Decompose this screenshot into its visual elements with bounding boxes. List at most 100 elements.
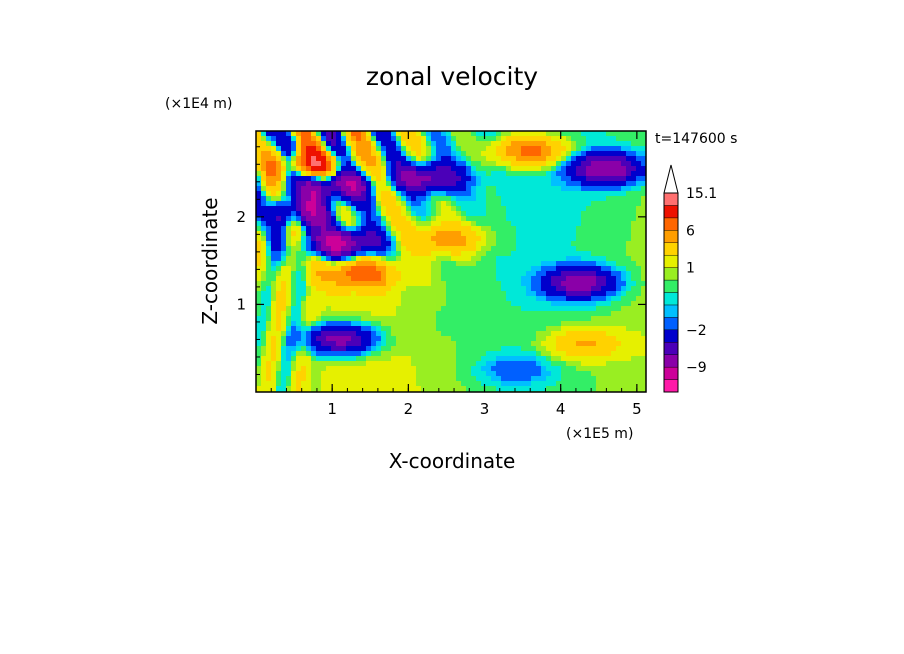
heatmap-cell [501, 306, 507, 312]
heatmap-cell [546, 256, 552, 262]
heatmap-cell [451, 306, 457, 312]
heatmap-cell [526, 331, 532, 337]
heatmap-cell [356, 136, 362, 142]
heatmap-cell [366, 191, 372, 197]
heatmap-cell [276, 236, 282, 242]
heatmap-cell [601, 241, 607, 247]
heatmap-cell [441, 196, 447, 202]
heatmap-cell [601, 281, 607, 287]
heatmap-cell [471, 291, 477, 297]
heatmap-cell [311, 186, 317, 192]
heatmap-cell [616, 231, 622, 237]
heatmap-cell [546, 161, 552, 167]
heatmap-cell [476, 171, 482, 177]
heatmap-cell [426, 176, 432, 182]
heatmap-cell [606, 171, 612, 177]
heatmap-cell [531, 361, 537, 367]
heatmap-cell [566, 176, 572, 182]
heatmap-cell [511, 286, 517, 292]
heatmap-cell [526, 311, 532, 317]
heatmap-cell [501, 131, 507, 137]
heatmap-cell [311, 261, 317, 267]
heatmap-cell [386, 286, 392, 292]
heatmap-cell [486, 256, 492, 262]
heatmap-cell [461, 226, 467, 232]
heatmap-cell [521, 136, 527, 142]
heatmap-cell [401, 261, 407, 267]
heatmap-cell [341, 346, 347, 352]
heatmap-cell [536, 286, 542, 292]
heatmap-cell [501, 176, 507, 182]
heatmap-cell [576, 141, 582, 147]
heatmap-cell [486, 161, 492, 167]
heatmap-cell [431, 266, 437, 272]
heatmap-cell [596, 196, 602, 202]
heatmap-cell [341, 281, 347, 287]
heatmap-cell [346, 341, 352, 347]
heatmap-cell [431, 386, 437, 392]
heatmap-cell [536, 166, 542, 172]
heatmap-cell [276, 156, 282, 162]
heatmap-cell [501, 251, 507, 257]
heatmap-cell [556, 201, 562, 207]
heatmap-cell [421, 356, 427, 362]
heatmap-cell [266, 246, 272, 252]
heatmap-cell [541, 161, 547, 167]
heatmap-cell [631, 266, 637, 272]
heatmap-cell [411, 276, 417, 282]
heatmap-cell [316, 256, 322, 262]
heatmap-cell [476, 301, 482, 307]
heatmap-cell [331, 226, 337, 232]
heatmap-cell [486, 216, 492, 222]
heatmap-cell [426, 316, 432, 322]
heatmap-cell [566, 251, 572, 257]
heatmap-cell [371, 186, 377, 192]
heatmap-cell [521, 306, 527, 312]
heatmap-cell [311, 141, 317, 147]
heatmap-cell [261, 291, 267, 297]
heatmap-cell [386, 221, 392, 227]
heatmap-cell [406, 246, 412, 252]
heatmap-cell [626, 371, 632, 377]
heatmap-cell [256, 271, 262, 277]
heatmap-cell [281, 191, 287, 197]
heatmap-cell [301, 236, 307, 242]
heatmap-cell [596, 366, 602, 372]
heatmap-cell [376, 251, 382, 257]
heatmap-cell [401, 306, 407, 312]
heatmap-cell [441, 201, 447, 207]
heatmap-cell [466, 251, 472, 257]
heatmap-cell [456, 141, 462, 147]
heatmap-cell [606, 346, 612, 352]
heatmap-cell [411, 306, 417, 312]
heatmap-cell [631, 141, 637, 147]
heatmap-cell [426, 141, 432, 147]
heatmap-cell [421, 286, 427, 292]
heatmap-cell [406, 331, 412, 337]
heatmap-cell [421, 366, 427, 372]
heatmap-cell [326, 136, 332, 142]
heatmap-cell [571, 211, 577, 217]
heatmap-cell [401, 366, 407, 372]
heatmap-cell [616, 261, 622, 267]
heatmap-cell [411, 236, 417, 242]
heatmap-cell [396, 176, 402, 182]
heatmap-cell [551, 371, 557, 377]
heatmap-cell [346, 151, 352, 157]
heatmap-cell [546, 356, 552, 362]
heatmap-cell [611, 196, 617, 202]
heatmap-cell [431, 296, 437, 302]
heatmap-cell [526, 351, 532, 357]
heatmap-cell [416, 356, 422, 362]
heatmap-cell [596, 356, 602, 362]
heatmap-cell [611, 211, 617, 217]
heatmap-cell [326, 151, 332, 157]
heatmap-cell [376, 186, 382, 192]
heatmap-cell [496, 186, 502, 192]
heatmap-cell [631, 371, 637, 377]
heatmap-cell [316, 301, 322, 307]
heatmap-cell [336, 136, 342, 142]
heatmap-cell [461, 156, 467, 162]
heatmap-cell [491, 291, 497, 297]
heatmap-cell [436, 286, 442, 292]
